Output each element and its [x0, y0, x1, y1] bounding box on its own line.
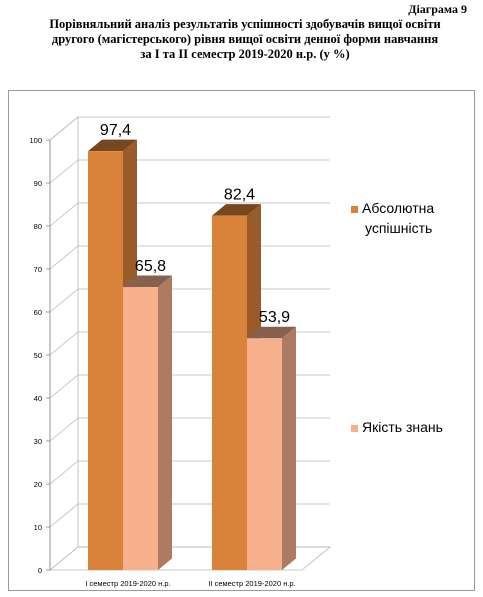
y-tick-label: 0 — [38, 566, 42, 575]
y-tick-label: 30 — [34, 437, 42, 446]
x-category-label: І семестр 2019-2020 н.р. — [85, 579, 170, 588]
gridline — [49, 202, 330, 227]
bar-side — [282, 326, 296, 570]
legend-swatch — [351, 425, 358, 432]
x-category-label: ІІ семестр 2019-2020 н.р. — [208, 579, 295, 588]
bar — [123, 287, 158, 570]
gridline — [49, 116, 330, 141]
bar — [247, 338, 282, 570]
diagram-number-label: Діаграма 9 — [408, 2, 467, 16]
chart-frame — [8, 90, 475, 591]
bar-side — [158, 275, 172, 570]
gridline — [49, 159, 330, 184]
data-label: 82,4 — [224, 187, 255, 204]
y-tick-label: 50 — [34, 351, 42, 360]
y-tick-label: 60 — [34, 308, 42, 317]
y-tick-label: 80 — [34, 222, 42, 231]
bar-top — [123, 275, 172, 288]
y-tick-label: 100 — [29, 136, 42, 145]
bar-top — [247, 326, 296, 339]
y-tick-label: 20 — [34, 480, 42, 489]
bar-top — [212, 204, 261, 216]
legend-swatch — [351, 206, 358, 213]
legend-label: Абсолютна — [362, 200, 434, 216]
y-tick-label: 40 — [34, 394, 42, 403]
y-tick-label: 10 — [34, 523, 42, 532]
title-line-3: за І та ІІ семестр 2019-2020 н.р. (у %) — [140, 47, 350, 61]
bar-top — [88, 139, 137, 152]
y-tick-label: 70 — [34, 265, 42, 274]
legend-label: Якість знань — [362, 419, 443, 435]
data-label: 53,9 — [259, 309, 290, 326]
chart-title: Порівняльний аналіз результатів успішнос… — [10, 17, 480, 62]
title-line-2: другого (магістерського) рівня вищої осв… — [51, 32, 439, 46]
data-label: 97,4 — [100, 122, 131, 139]
title-line-1: Порівняльний аналіз результатів успішнос… — [49, 17, 441, 31]
y-tick-label: 90 — [34, 179, 42, 188]
legend-label: успішність — [365, 220, 432, 236]
bar — [212, 215, 247, 570]
bar — [88, 151, 123, 570]
data-label: 65,8 — [135, 258, 166, 275]
